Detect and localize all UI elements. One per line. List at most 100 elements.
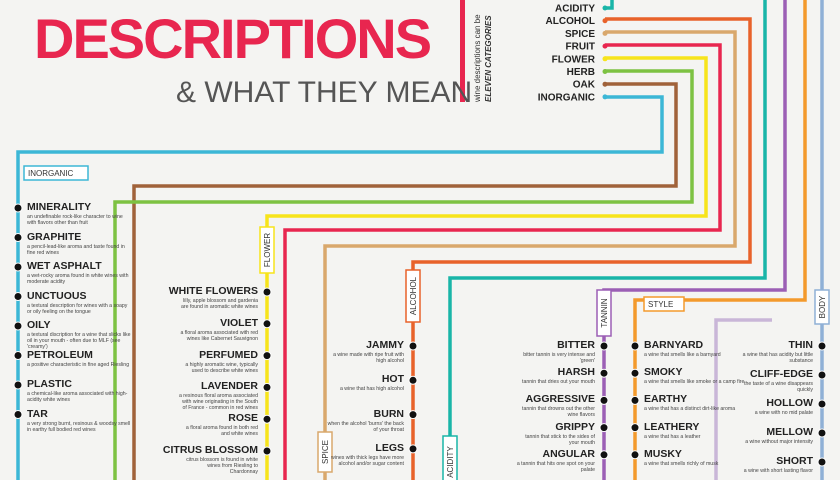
description: a wine made with ripe fruit with high al…	[333, 352, 404, 364]
description: tannin that drowns out the other wine fl…	[522, 406, 595, 419]
term: CLIFF-EDGE	[750, 368, 813, 380]
legend-label: OAK	[573, 80, 596, 91]
description: a textural discription for a wine that s…	[27, 332, 131, 350]
term: MINERALITY	[27, 201, 92, 213]
description: a wine that has a distinct dirt-like aro…	[644, 406, 736, 413]
stop	[262, 414, 272, 424]
term: HOLLOW	[766, 397, 813, 409]
description: a highly aromatic wine, typically used t…	[185, 361, 258, 374]
legend-label: FLOWER	[552, 54, 596, 65]
description: a very strong burnt, resinous & woodsy s…	[27, 420, 131, 433]
description: an undefinable rock-like character to wi…	[27, 214, 123, 226]
term: WET ASPHALT	[27, 260, 102, 272]
term: SHORT	[776, 455, 813, 467]
term: PETROLEUM	[27, 348, 93, 361]
stop	[408, 341, 418, 351]
description: a wine that smells like a barnyard	[644, 352, 721, 358]
category-label: INORGANIC	[28, 169, 74, 178]
legend-dot	[602, 69, 608, 74]
category-box	[442, 435, 458, 480]
term: HARSH	[557, 366, 595, 379]
stop	[262, 446, 272, 456]
stop	[13, 292, 23, 301]
legend-dot	[602, 81, 608, 87]
legend-dot	[602, 18, 608, 24]
term: OILY	[27, 319, 51, 331]
description: a wine that has acidity but little subst…	[742, 352, 813, 364]
term: JAMMY	[366, 339, 404, 351]
stop	[817, 370, 827, 380]
term: VIOLET	[220, 316, 258, 329]
legend-label: ACIDITY	[555, 4, 595, 15]
description: a chemical-like aroma associated with hi…	[27, 391, 128, 403]
stop	[13, 321, 23, 331]
stop	[262, 382, 272, 392]
stop	[262, 351, 272, 361]
description: a floral aroma found in both red and whi…	[185, 425, 258, 438]
term: LEGS	[375, 441, 404, 454]
stop	[13, 203, 23, 213]
term: THIN	[788, 339, 814, 351]
description: the taste of a wine disappears quickly	[744, 381, 813, 393]
category-box	[259, 226, 275, 274]
term: MELLOW	[766, 426, 813, 438]
stop	[817, 399, 827, 409]
term: WHITE FLOWERS	[168, 285, 258, 297]
stop	[13, 262, 23, 272]
title: DESCRIPTIONS	[34, 7, 431, 70]
term: UNCTUOUS	[27, 289, 87, 302]
term: SMOKY	[644, 366, 683, 379]
term: HOT	[381, 373, 404, 386]
category-box	[317, 431, 333, 473]
header-bar	[460, 0, 465, 102]
legend-dot	[602, 94, 608, 100]
description: a wine without major intensity	[745, 439, 813, 445]
description: a wine with short lasting flavor	[743, 468, 813, 474]
description: bitter tannin is very intense and 'green…	[523, 352, 595, 364]
description: a resinous floral aroma associated with …	[178, 393, 258, 412]
description: wines with thick legs have more alcohol …	[331, 454, 404, 467]
category-box	[643, 296, 685, 312]
term: ROSE	[228, 412, 258, 425]
description: citrus blossom is found in white wines f…	[186, 457, 258, 475]
term: MUSKY	[644, 447, 682, 460]
description: a positive characteristic in fine aged R…	[27, 361, 130, 368]
description: a tannin that hits one spot on your pala…	[516, 460, 595, 473]
term: PERFUMED	[199, 348, 258, 361]
stop	[13, 233, 23, 242]
term: BITTER	[557, 339, 595, 351]
stop	[817, 341, 827, 351]
stop	[13, 380, 23, 390]
description: lilly, apple blossom and gardenia are fo…	[181, 298, 258, 310]
legend-label: INORGANIC	[538, 92, 595, 103]
term: LAVENDER	[201, 380, 258, 393]
legend-dot	[602, 56, 608, 62]
term: BARNYARD	[644, 339, 704, 351]
stop	[630, 341, 640, 351]
legend-label: ALCOHOL	[546, 16, 595, 27]
term: ANGULAR	[542, 447, 596, 460]
description: a textural description for wines with a …	[27, 302, 128, 315]
stop	[262, 287, 272, 297]
stop	[599, 450, 609, 460]
stop	[630, 450, 640, 460]
category-box	[814, 289, 830, 325]
description: a wine that has high alcohol	[339, 386, 404, 393]
stop	[630, 368, 640, 378]
term: EARTHY	[644, 393, 688, 406]
stop	[817, 428, 827, 438]
category-box	[23, 165, 89, 181]
term: PLASTIC	[27, 378, 72, 390]
legend-dot	[602, 43, 608, 49]
category-label: SPICE	[321, 440, 330, 464]
stop	[408, 444, 418, 454]
note-emphasis: ELEVEN CATEGORIES	[484, 15, 493, 102]
term: TAR	[27, 407, 48, 420]
description: a wine that smells richly of musk	[644, 460, 719, 467]
description: a pencil-lead-like aroma and taste found…	[27, 243, 125, 256]
description: a wet-rocky aroma found in white wines w…	[27, 273, 129, 285]
stop	[599, 368, 609, 378]
category-label: TANNIN	[600, 298, 609, 327]
legend-label: SPICE	[565, 29, 595, 40]
